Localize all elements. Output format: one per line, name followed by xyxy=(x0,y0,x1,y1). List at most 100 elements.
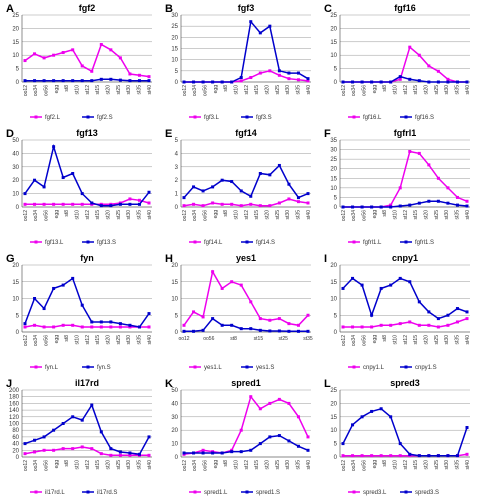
data-point xyxy=(239,189,243,193)
x-tick-label: st12 xyxy=(403,335,409,345)
legend-label: fgf16.S xyxy=(415,115,434,121)
x-tick-label: st20 xyxy=(105,460,111,470)
x-tick-label: st10 xyxy=(74,210,80,220)
x-tick-label: st20 xyxy=(423,210,429,220)
data-point xyxy=(52,428,56,432)
x-tick-label: egg xyxy=(213,210,219,219)
data-point xyxy=(389,283,393,287)
y-tick-label: 40 xyxy=(12,151,19,157)
x-tick-label: st35 xyxy=(295,85,301,95)
data-point xyxy=(201,315,205,319)
data-point xyxy=(249,448,253,452)
data-point xyxy=(52,448,56,452)
data-point xyxy=(52,286,56,290)
data-point xyxy=(147,201,151,205)
data-point xyxy=(389,205,393,209)
data-point xyxy=(249,202,253,206)
data-point xyxy=(287,197,291,201)
data-point xyxy=(33,297,37,300)
data-point xyxy=(341,286,345,290)
data-point xyxy=(42,325,46,329)
data-point xyxy=(192,310,196,314)
data-point xyxy=(147,312,151,316)
data-point xyxy=(249,395,253,399)
x-tick-label: oo56 xyxy=(202,210,208,221)
data-point xyxy=(408,77,412,81)
legend-label: il17rd.S xyxy=(97,490,117,496)
data-point xyxy=(296,196,300,200)
data-point xyxy=(99,42,103,46)
data-point xyxy=(455,195,459,199)
x-tick-label: oo12 xyxy=(182,460,188,471)
panel-letter: A xyxy=(6,3,14,15)
x-tick-label: st40 xyxy=(306,210,312,220)
data-point xyxy=(268,173,272,177)
data-point xyxy=(277,201,281,205)
data-point xyxy=(455,203,459,207)
data-point xyxy=(147,79,151,83)
data-point xyxy=(230,323,234,327)
y-tick-label: 5 xyxy=(334,195,338,201)
x-tick-label: oo34 xyxy=(33,210,39,221)
y-tick-label: 0 xyxy=(334,455,338,461)
legend-label: fgf2.S xyxy=(97,115,113,121)
legend-marker xyxy=(245,365,249,369)
data-point xyxy=(90,69,94,73)
y-tick-label: 30 xyxy=(171,415,178,421)
data-point xyxy=(201,328,205,332)
data-point xyxy=(277,434,281,438)
panel-letter: J xyxy=(6,378,12,390)
chart-title: fgfrl1 xyxy=(394,128,417,138)
data-point xyxy=(61,447,65,451)
y-tick-label: 0 xyxy=(334,330,338,336)
x-tick-label: egg xyxy=(372,335,378,344)
y-tick-label: 10 xyxy=(12,192,19,198)
series-line-l xyxy=(183,198,309,207)
legend-label: fyn.L xyxy=(45,365,59,371)
data-point xyxy=(436,317,440,321)
y-tick-label: 35 xyxy=(330,138,337,144)
x-tick-label: st30 xyxy=(126,335,132,345)
x-tick-label: st40 xyxy=(306,460,312,470)
x-tick-label: st20 xyxy=(423,85,429,95)
legend-marker xyxy=(193,240,197,244)
data-point xyxy=(446,323,450,327)
legend-marker xyxy=(245,115,249,119)
x-tick-label: oo12 xyxy=(341,460,347,471)
x-tick-label: st12 xyxy=(244,460,250,470)
data-point xyxy=(71,172,75,175)
x-tick-label: st35 xyxy=(303,336,313,342)
data-point xyxy=(33,438,37,442)
chart-title: il17rd xyxy=(75,378,99,388)
y-tick-label: 10 xyxy=(171,297,178,303)
legend-label: fgf16.L xyxy=(363,115,382,121)
legend-marker xyxy=(404,490,408,494)
series-line-l xyxy=(343,45,467,83)
y-tick-label: 5 xyxy=(16,313,20,319)
data-point xyxy=(137,202,141,206)
data-point xyxy=(351,80,355,84)
y-tick-label: 15 xyxy=(171,280,178,286)
x-tick-label: st40 xyxy=(465,85,471,95)
series-line-l xyxy=(343,150,468,208)
data-point xyxy=(408,452,412,456)
data-point xyxy=(258,442,262,446)
chart-title: fgf13 xyxy=(76,128,98,138)
data-point xyxy=(61,283,65,287)
x-tick-label: st30 xyxy=(444,335,450,345)
y-tick-label: 25 xyxy=(12,13,19,19)
data-point xyxy=(128,323,132,327)
x-tick-label: oo56 xyxy=(202,460,208,471)
x-tick-label: st30 xyxy=(444,85,450,95)
data-point xyxy=(436,199,440,203)
data-point xyxy=(128,79,132,83)
data-point xyxy=(249,20,253,24)
data-point xyxy=(23,452,27,456)
y-tick-label: 10 xyxy=(171,442,178,448)
data-point xyxy=(230,180,234,184)
